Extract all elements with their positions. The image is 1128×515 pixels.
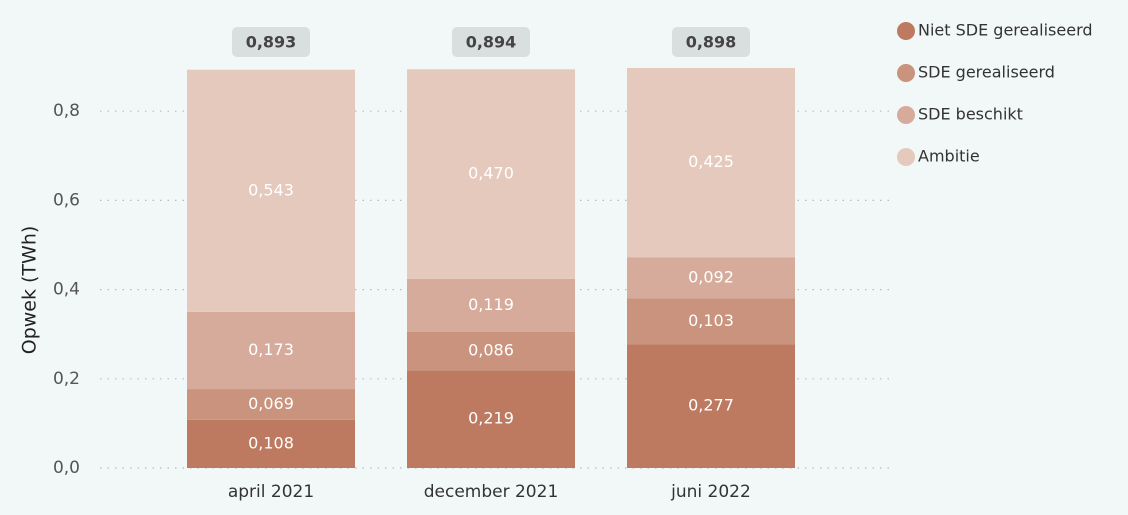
bar-segment [627,344,795,468]
bar-segment [187,389,355,420]
total-badge [672,27,750,57]
bar-segment [407,331,575,371]
value-label: 0,219 [468,409,514,428]
y-axis-label: Opwek (TWh) [19,226,41,355]
value-label: 0,425 [688,152,734,171]
bar-segment [627,257,795,299]
total-label: 0,894 [466,33,517,52]
total-badge [452,27,530,57]
legend-swatch [897,64,915,82]
legend-label: SDE beschikt [918,105,1023,124]
legend-label: Ambitie [918,147,980,166]
legend-label: SDE gerealiseerd [918,63,1055,82]
y-tick-label: 0,2 [53,369,80,389]
value-label: 0,086 [468,341,514,360]
value-label: 0,069 [248,394,294,413]
x-tick-label: juni 2022 [670,482,751,502]
value-label: 0,543 [248,180,294,199]
value-label: 0,108 [248,433,294,452]
bar-segment [187,311,355,390]
y-tick-label: 0,8 [53,101,80,121]
bar-segment [407,370,575,468]
bar-segment [407,278,575,332]
bar-segment [187,419,355,468]
value-label: 0,277 [688,396,734,415]
total-badge [232,27,310,57]
x-tick-label: december 2021 [424,482,559,502]
value-label: 0,173 [248,340,294,359]
legend-label: Niet SDE gerealiseerd [918,21,1093,40]
total-label: 0,893 [246,33,297,52]
legend-swatch [897,106,915,124]
value-label: 0,470 [468,164,514,183]
x-tick-label: april 2021 [228,482,314,502]
bar-segment [627,298,795,345]
y-tick-label: 0,4 [53,280,80,300]
y-tick-label: 0,6 [53,190,80,210]
total-label: 0,898 [686,33,737,52]
y-tick-label: 0,0 [53,458,80,478]
value-label: 0,119 [468,295,514,314]
bar-segment [627,67,795,258]
legend-swatch [897,22,915,40]
bar-segment [407,69,575,279]
value-label: 0,092 [688,268,734,287]
bar-segment [187,69,355,312]
value-label: 0,103 [688,311,734,330]
legend-swatch [897,148,915,166]
